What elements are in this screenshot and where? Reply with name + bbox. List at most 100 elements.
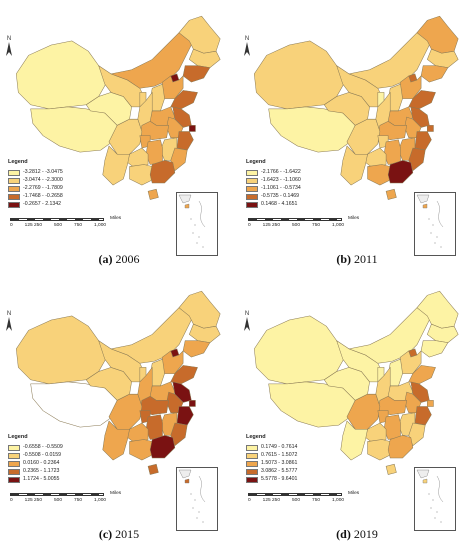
legend-swatch (246, 468, 258, 475)
legend-swatch (8, 460, 20, 467)
province-liaoning (420, 65, 449, 83)
north-label: N (244, 36, 250, 42)
legend-range-label: -0.2657 - 2.1342 (23, 200, 62, 207)
legend-range-label: -0.5508 - 0.0159 (23, 451, 62, 458)
province-yunnan (340, 420, 368, 461)
legend-range-label: 0.7615 - 1.5072 (261, 451, 298, 458)
province-liaoning (182, 340, 211, 358)
scale-tick-label: 125 250 (262, 498, 281, 503)
north-label: N (244, 311, 250, 317)
north-arrow-icon: N (242, 36, 252, 56)
legend-title: Legend (8, 159, 28, 165)
province-fujian (170, 147, 188, 172)
legend-item: 1.1724 - 5.0055 (8, 476, 63, 484)
map-panel-2015: N Legend -0.6558 - -0.5509 -0.5508 - 0.0159… (0, 275, 238, 550)
province-hunan (383, 139, 401, 165)
legend-swatch (8, 169, 20, 176)
province-heilongjiang (178, 15, 221, 54)
province-heilongjiang (178, 290, 221, 329)
scale-ticks: 0 125 250 500 750 1,000 (10, 498, 106, 503)
north-label: N (6, 311, 12, 317)
province-zhejiang (176, 131, 194, 151)
scale-tick-label: 0 (248, 223, 251, 228)
panel-caption: (d) 2019 (238, 527, 476, 542)
panel-caption: (a) 2006 (0, 252, 238, 267)
panel-label: (b) (336, 252, 352, 266)
scale-tick-label: 500 (292, 498, 301, 503)
province-liaoning (182, 65, 211, 83)
legend-item: -1.6423 - -1.1060 (246, 177, 301, 185)
province-qinghai (85, 92, 132, 126)
province-xinjiang (15, 315, 108, 385)
province-xinjiang (253, 315, 346, 385)
legend-item: 0.1468 - 4.1651 (246, 201, 301, 209)
legend-range-label: 0.1749 - 0.7614 (261, 443, 298, 450)
scale-tick-label: 125 250 (24, 223, 43, 228)
legend-range-label: 5.5778 - 9.6401 (261, 475, 298, 482)
province-hunan (145, 414, 163, 440)
province-sichuan (346, 118, 381, 155)
inset-map (416, 194, 444, 248)
province-tibet (268, 106, 356, 153)
province-yunnan (340, 145, 368, 186)
legend-range-label: 0.1468 - 4.1651 (261, 200, 298, 207)
scale-tick-label: 500 (292, 223, 301, 228)
province-qinghai (85, 367, 132, 401)
province-fujian (408, 147, 426, 172)
legend-item: -0.6558 - -0.5509 (8, 444, 63, 452)
province-shanghai (189, 400, 196, 407)
panel-caption: (c) 2015 (0, 527, 238, 542)
province-hunan (383, 414, 401, 440)
scale-tick-label: 125 250 (262, 223, 281, 228)
province-shanghai (427, 125, 434, 132)
legend-range-label: 0.2365 - 1.1723 (23, 467, 60, 474)
panel-label: (a) (98, 252, 113, 266)
legend-item: -0.5508 - 0.0159 (8, 452, 63, 460)
scale-tick-label: 750 (74, 223, 83, 228)
legend-swatch (8, 444, 20, 451)
legend-swatch (8, 452, 20, 459)
legend-range-label: 3.0862 - 5.5777 (261, 467, 298, 474)
inset-map (178, 194, 206, 248)
province-guangdong (149, 160, 176, 184)
legend-swatch (246, 476, 258, 483)
scale-bar-graphic (248, 218, 342, 221)
legend-item: -1.7468 - -0.2658 (8, 193, 63, 201)
province-yunnan (102, 420, 130, 461)
legend-swatch (8, 185, 20, 192)
panel-year: 2019 (353, 527, 378, 541)
legend-title: Legend (246, 434, 266, 440)
scale-tick-label: 1,000 (94, 223, 107, 228)
province-tibet (30, 106, 118, 153)
panel-year: 2006 (115, 252, 140, 266)
legend-swatch (246, 193, 258, 200)
province-zhejiang (414, 406, 432, 426)
legend-range-label: -2.2769 - -1.7809 (23, 184, 63, 191)
province-hainan (147, 188, 159, 200)
province-jilin (188, 48, 221, 68)
scale-bar: Miles 0 125 250 500 750 1,000 (248, 216, 359, 228)
legend-range-label: 1.1724 - 5.0055 (23, 475, 60, 482)
province-fujian (170, 422, 188, 447)
panel-label: (c) (98, 527, 113, 541)
china-choropleth-map (15, 290, 221, 475)
north-label: N (6, 36, 12, 42)
scale-tick-label: 750 (312, 223, 321, 228)
scale-bar-graphic (10, 218, 104, 221)
north-arrow-icon: N (4, 311, 14, 331)
scale-tick-label: 1,000 (94, 498, 107, 503)
province-hainan (385, 188, 397, 200)
scale-bar-graphic (10, 493, 104, 496)
legend-item: -3.2812 - -3.0475 (8, 169, 63, 177)
map-panel-2011: N Legend -2.1766 - -1.6422 -1.6423 - -1.106… (238, 0, 476, 275)
province-neimenggu (110, 28, 194, 89)
legend-swatch (8, 468, 20, 475)
scale-bar: Miles 0 125 250 500 750 1,000 (10, 491, 121, 503)
scale-tick-label: 1,000 (332, 223, 345, 228)
legend-swatch (8, 201, 20, 208)
province-shanghai (427, 400, 434, 407)
scale-tick-label: 500 (54, 223, 63, 228)
panel-year: 2015 (115, 527, 140, 541)
province-liaoning (420, 340, 449, 358)
legend-item: 0.7615 - 1.5072 (246, 452, 297, 460)
